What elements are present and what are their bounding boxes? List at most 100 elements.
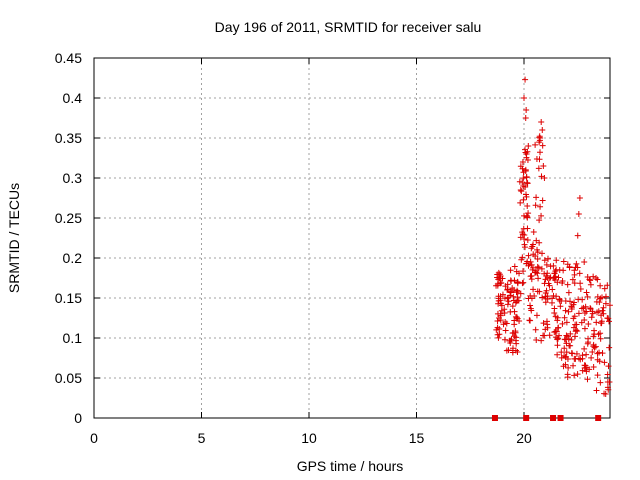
data-point — [554, 335, 561, 342]
data-point — [577, 280, 584, 287]
data-point — [524, 237, 531, 244]
data-point — [604, 371, 611, 378]
data-point — [569, 276, 576, 283]
data-point — [522, 115, 529, 121]
data-point — [564, 374, 571, 381]
data-point — [533, 156, 540, 163]
data-point — [599, 350, 606, 357]
data-point — [525, 295, 532, 302]
x-tick-label: 5 — [198, 430, 206, 446]
data-point — [597, 379, 604, 386]
data-point — [579, 296, 586, 303]
data-point — [554, 279, 561, 286]
data-point — [520, 196, 527, 203]
data-point — [556, 266, 563, 273]
data-point — [500, 321, 507, 328]
data-point — [535, 264, 542, 271]
data-point — [571, 372, 578, 379]
data-point — [532, 202, 539, 209]
data-point — [514, 349, 521, 356]
data-point — [540, 320, 547, 327]
data-point — [604, 379, 611, 385]
data-point — [573, 260, 580, 267]
data-point — [542, 299, 549, 306]
data-point — [594, 350, 601, 357]
data-point — [565, 308, 572, 315]
data-point — [513, 334, 520, 341]
plot-border — [93, 57, 611, 419]
y-tick-label: 0.35 — [55, 130, 82, 146]
data-point — [547, 274, 554, 281]
data-point — [545, 280, 552, 287]
data-point — [589, 349, 596, 356]
data-point — [543, 318, 550, 325]
y-tick-label: 0.25 — [55, 210, 82, 226]
data-point — [511, 277, 518, 284]
data-point — [494, 310, 501, 317]
data-point — [590, 363, 597, 370]
data-point — [550, 292, 557, 299]
data-point — [562, 307, 569, 314]
data-point — [563, 332, 570, 339]
x-tick-label: 15 — [409, 430, 425, 446]
data-point — [593, 387, 600, 394]
data-point — [504, 301, 511, 308]
data-point — [496, 325, 503, 332]
data-point — [598, 312, 605, 319]
data-point — [555, 274, 562, 281]
data-point — [547, 263, 554, 270]
data-point — [541, 175, 548, 181]
data-point — [539, 197, 546, 204]
data-point — [553, 257, 560, 264]
data-point — [503, 347, 510, 354]
data-point — [512, 329, 519, 336]
data-point — [527, 258, 534, 265]
data-point — [510, 297, 517, 304]
data-point — [596, 299, 603, 306]
data-point — [546, 332, 553, 339]
data-point — [551, 270, 558, 277]
data-point — [597, 320, 604, 327]
data-point — [541, 257, 548, 264]
data-point — [495, 276, 502, 283]
data-point — [574, 232, 581, 239]
data-point — [551, 309, 558, 316]
data-point — [576, 195, 583, 201]
data-point — [522, 166, 529, 173]
data-point — [496, 275, 503, 282]
data-point — [599, 307, 606, 314]
y-tick-label: 0.4 — [63, 90, 83, 106]
data-point — [539, 250, 546, 257]
data-point — [604, 315, 611, 322]
data-point — [571, 271, 578, 278]
data-point — [517, 290, 524, 297]
x-tick-label: 0 — [90, 430, 98, 446]
data-point — [533, 312, 540, 319]
data-point — [532, 253, 539, 260]
data-point — [564, 355, 571, 362]
x-tick-label: 10 — [301, 430, 317, 446]
data-point — [510, 293, 517, 300]
data-point — [516, 270, 523, 277]
data-point — [502, 327, 509, 334]
data-point — [525, 143, 532, 149]
data-point — [602, 300, 609, 307]
data-point — [554, 342, 561, 349]
data-point — [584, 293, 591, 300]
y-axis-label: SRMTID / TECUs — [6, 183, 22, 293]
data-point — [556, 332, 562, 339]
data-point — [504, 281, 511, 288]
data-point — [520, 268, 527, 275]
data-point — [511, 317, 518, 324]
data-point — [523, 107, 530, 113]
data-point — [525, 210, 532, 217]
data-point — [534, 263, 541, 270]
data-point — [573, 321, 580, 328]
data-point — [598, 294, 605, 301]
data-point — [544, 270, 551, 277]
data-point — [533, 337, 540, 344]
data-point — [495, 314, 502, 321]
data-point — [549, 295, 556, 302]
data-point — [569, 350, 576, 357]
